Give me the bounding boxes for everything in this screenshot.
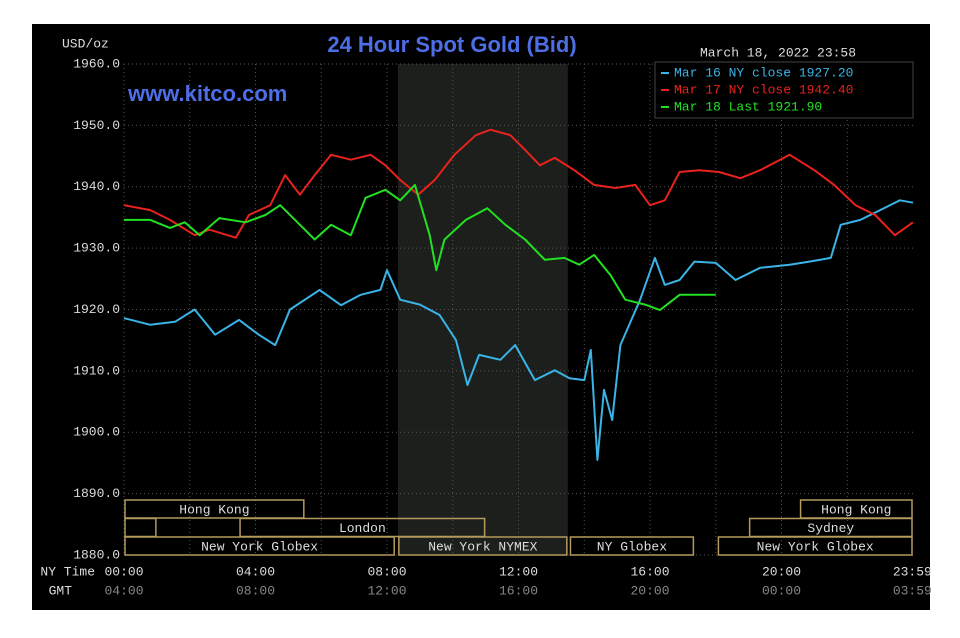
session-label: Hong Kong [179,502,249,517]
session-label: New York Globex [201,539,318,554]
y-tick-label: 1890.0 [73,486,120,501]
session-box [124,536,395,556]
x2-tick-label: 03:59 [893,583,932,598]
legend-label: Mar 16 NY close 1927.20 [674,65,853,80]
series-line [124,183,716,312]
x-tick-label: 20:00 [762,564,801,579]
x2-tick-label: 00:00 [762,583,801,598]
session-box [569,536,695,556]
x-tick-label: 12:00 [499,564,538,579]
x2-axis-label: GMT [49,583,73,598]
x2-tick-label: 04:00 [104,583,143,598]
session-box [398,536,568,556]
x2-tick-label: 08:00 [236,583,275,598]
y-tick-label: 1960.0 [73,56,120,71]
x2-tick-label: 12:00 [367,583,406,598]
session-label: Sydney [807,521,854,536]
y-tick-label: 1910.0 [73,363,120,378]
session-label: NY Globex [597,539,667,554]
session-label: Hong Kong [821,502,891,517]
y-tick-label: 1900.0 [73,425,120,440]
session-box [717,536,913,556]
chart-title: 24 Hour Spot Gold (Bid) [327,32,576,57]
x2-tick-label: 20:00 [630,583,669,598]
y-tick-label: 1920.0 [73,302,120,317]
x-tick-label: 08:00 [367,564,406,579]
session-label: New York Globex [757,539,874,554]
session-box [124,499,305,519]
session-label: London [339,521,386,536]
y-tick-label: 1880.0 [73,547,120,562]
legend-label: Mar 18 Last 1921.90 [674,99,822,114]
timestamp: March 18, 2022 23:58 [700,45,856,60]
x-tick-label: 23:59 [893,564,932,579]
x-tick-label: 16:00 [630,564,669,579]
shaded-span [397,64,568,555]
series-line [123,199,914,461]
series-line [123,128,914,239]
x-tick-label: 00:00 [104,564,143,579]
y-tick-label: 1950.0 [73,118,120,133]
legend-box [654,61,914,119]
legend-label: Mar 17 NY close 1942.40 [674,82,853,97]
watermark: www.kitco.com [127,81,287,106]
x-tick-label: 04:00 [236,564,275,579]
x2-tick-label: 16:00 [499,583,538,598]
y-tick-label: 1940.0 [73,179,120,194]
y-tick-label: 1930.0 [73,241,120,256]
session-label: New York NYMEX [428,539,537,554]
x-axis-label: NY Time [40,564,95,579]
y-axis-label: USD/oz [62,36,109,51]
